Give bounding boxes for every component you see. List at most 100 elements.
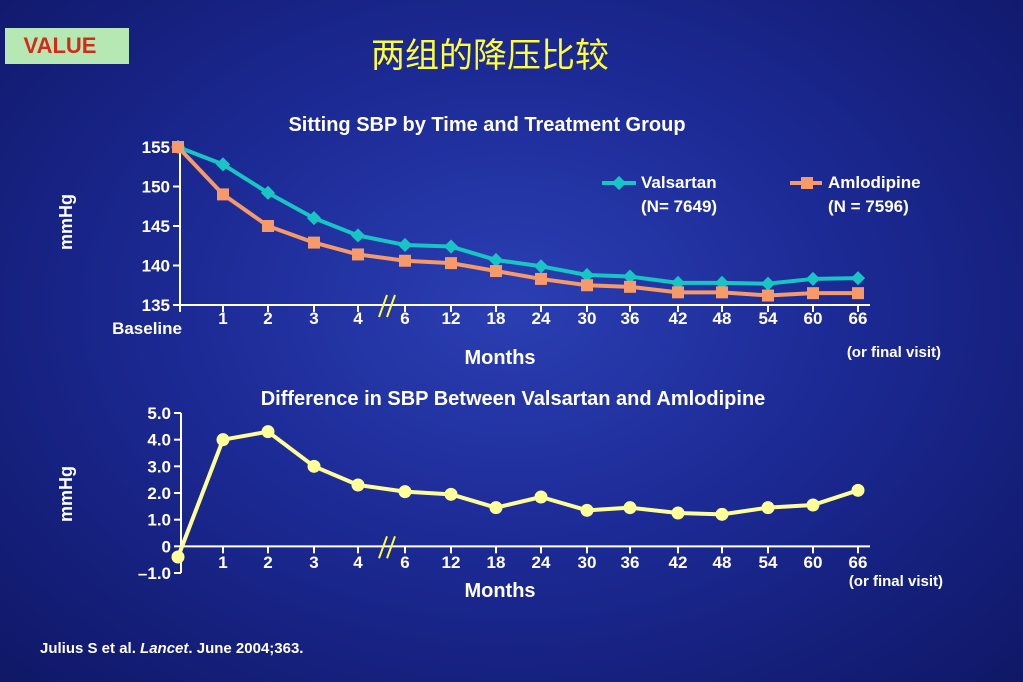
data-point-valsartan [579, 267, 595, 283]
series-line-amlodipine [176, 145, 858, 298]
data-point-difference [398, 485, 412, 499]
series-line-valsartan [177, 145, 859, 286]
data-point-valsartan [760, 276, 776, 291]
x-tick-label: Baseline [112, 319, 182, 338]
x-tick-label: 18 [487, 309, 506, 328]
x-tick-label: 12 [442, 309, 461, 328]
data-point-valsartan [533, 259, 549, 274]
chart1-legend: Valsartan (N= 7649) Amlodipine (N = 7596… [602, 173, 921, 216]
legend-amlodipine-label: Amlodipine [828, 173, 921, 192]
legend-amlodipine-marker [801, 177, 813, 189]
data-point-difference [351, 478, 365, 492]
x-tick-label: 12 [442, 553, 461, 572]
data-point-amlodipine [852, 287, 864, 300]
x-tick-label: 60 [804, 553, 823, 572]
data-point-amlodipine [445, 257, 457, 270]
x-tick-label: 36 [621, 309, 640, 328]
data-point-valsartan [850, 271, 866, 286]
chart2-title: Difference in SBP Between Valsartan and … [261, 388, 766, 410]
data-point-valsartan [260, 185, 276, 200]
data-point-difference [623, 501, 637, 515]
data-point-difference [715, 507, 729, 521]
data-point-difference [851, 483, 865, 497]
data-point-amlodipine [490, 265, 502, 278]
y-tick-label: 4.0 [147, 431, 171, 450]
x-tick-label: 36 [621, 553, 640, 572]
citation: Julius S et al. Lancet. June 2004;363. [40, 640, 303, 657]
data-point-amlodipine [762, 289, 774, 302]
chart1-title: Sitting SBP by Time and Treatment Group [288, 114, 685, 136]
data-point-amlodipine [172, 141, 184, 153]
y-tick-label: 135 [142, 296, 170, 315]
y-tick-label: 2.0 [147, 484, 171, 503]
chart1-xlabel: Months [464, 347, 535, 369]
legend-valsartan-label: Valsartan [641, 173, 717, 192]
data-point-valsartan [622, 269, 638, 284]
data-point-valsartan [805, 271, 821, 287]
data-point-amlodipine [807, 287, 819, 300]
chart2-xlabel: Months [464, 580, 535, 602]
chart2-plot: 5.04.03.02.01.00–1.01 2 3 4 6 12 18 24 30 36 42 48 5… [138, 404, 870, 583]
x-tick-label: 24 [532, 553, 551, 572]
x-tick-label: 42 [669, 553, 688, 572]
x-tick-label: 30 [578, 309, 597, 328]
data-point-difference [806, 498, 820, 512]
y-tick-label: 145 [142, 217, 170, 236]
x-tick-label: 2 [263, 309, 272, 328]
axis-break-mark [386, 535, 396, 559]
x-tick-label: 18 [487, 553, 506, 572]
axis-break-mark [378, 535, 388, 559]
data-point-difference [444, 487, 458, 501]
x-tick-label: 48 [713, 553, 732, 572]
y-tick-label: 155 [142, 138, 170, 157]
y-tick-label: 1.0 [147, 511, 171, 530]
data-point-difference [261, 425, 275, 439]
x-tick-label: 6 [400, 309, 409, 328]
data-point-valsartan [215, 157, 231, 172]
x-tick-label: 60 [804, 309, 823, 328]
x-tick-label: 42 [669, 309, 688, 328]
y-tick-label: 140 [142, 257, 170, 276]
data-point-difference [580, 503, 594, 517]
data-point-valsartan [350, 228, 366, 243]
series-line-difference [176, 429, 859, 558]
data-point-difference [216, 433, 230, 447]
data-point-difference [761, 501, 775, 515]
data-point-difference [307, 459, 321, 473]
y-tick-label: 0 [162, 537, 171, 556]
x-tick-label: 66 [849, 553, 868, 572]
data-point-difference [489, 501, 503, 515]
data-point-difference [534, 490, 548, 504]
x-tick-label: 1 [218, 553, 227, 572]
citation-authors: Julius S et al. [40, 640, 141, 657]
y-tick-label: 3.0 [147, 457, 171, 476]
x-tick-label: 66 [849, 309, 868, 328]
y-tick-label: 5.0 [147, 404, 171, 423]
value-badge: VALUE [5, 28, 129, 64]
data-point-difference [671, 506, 685, 520]
data-point-amlodipine [624, 280, 636, 293]
data-point-amlodipine [217, 188, 229, 201]
chart1-xnote: (or final visit) [847, 344, 941, 361]
x-tick-label: 3 [309, 553, 318, 572]
chart2-xnote: (or final visit) [849, 573, 943, 590]
citation-journal: Lancet [140, 640, 189, 657]
axis-break-mark [386, 294, 396, 318]
data-point-valsartan [488, 252, 504, 268]
data-point-amlodipine [716, 286, 728, 299]
x-tick-label: 2 [263, 553, 272, 572]
data-point-valsartan [306, 211, 322, 226]
x-tick-label: 3 [309, 309, 318, 328]
data-point-amlodipine [399, 254, 411, 267]
y-tick-label: 150 [142, 178, 170, 197]
chart2-ylabel: mmHg [56, 466, 76, 522]
x-tick-label: 1 [218, 309, 227, 328]
x-tick-label: 54 [759, 309, 778, 328]
slide-title: 两组的降压比较 [371, 36, 609, 76]
data-point-amlodipine [352, 248, 364, 261]
axis-break-mark [378, 294, 388, 318]
x-tick-label: 6 [400, 553, 409, 572]
data-point-amlodipine [672, 286, 684, 299]
